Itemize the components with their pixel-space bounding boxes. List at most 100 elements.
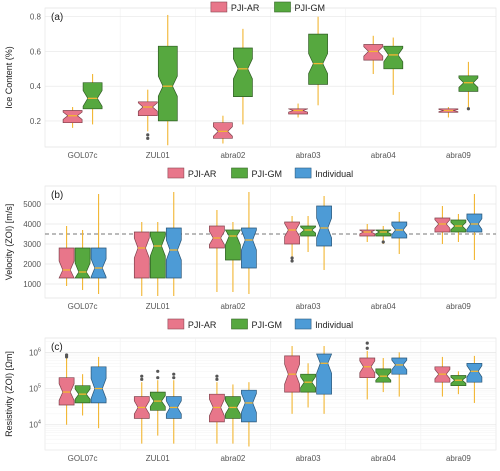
x-tick-label: abra03 <box>296 151 321 160</box>
x-tick-label: abra04 <box>371 302 396 311</box>
x-tick-label: abra09 <box>446 151 471 160</box>
box-pji-ar <box>288 108 308 115</box>
x-tick-label: abra03 <box>296 302 321 311</box>
x-tick-label: abra04 <box>371 454 396 463</box>
x-tick-label: GOL07c <box>68 151 98 160</box>
box-individual <box>241 389 257 423</box>
legend-label: PJI-AR <box>188 320 217 330</box>
box-pji-gm <box>224 229 242 261</box>
x-tick-label: abra04 <box>371 151 396 160</box>
outlier-point <box>290 256 294 260</box>
box-individual <box>391 357 408 375</box>
y-axis-label: Ice Content (%) <box>4 46 14 109</box>
legend-swatch <box>274 1 291 13</box>
box-pji-gm <box>82 82 103 110</box>
legend-swatch <box>231 167 248 179</box>
outlier-point <box>146 136 150 140</box>
legend-label: PJI-AR <box>231 3 260 13</box>
outlier-point <box>156 376 160 380</box>
box-pji-gm <box>383 45 404 70</box>
y-axis-label: Resistivity (ZOI) [Ωm] <box>4 351 14 437</box>
outlier-point <box>140 374 144 378</box>
box-pji-gm <box>233 47 253 97</box>
box-pji-gm <box>458 75 479 92</box>
box-pji-ar <box>209 225 225 249</box>
outlier-point <box>365 346 369 350</box>
y-tick-label: 4000 <box>23 220 41 229</box>
box-pji-gm <box>308 33 328 85</box>
box-pji-gm <box>149 231 166 279</box>
box-pji-ar <box>133 231 150 279</box>
outlier-point <box>381 240 385 244</box>
box-individual <box>466 362 483 383</box>
box-individual <box>466 213 483 233</box>
x-tick-label: abra02 <box>220 454 245 463</box>
outlier-point <box>64 353 69 357</box>
legend-swatch <box>294 318 312 330</box>
y-tick-label: 106 <box>29 347 41 357</box>
legend-swatch <box>167 318 185 330</box>
y-tick-label: 3000 <box>23 240 41 249</box>
y-tick-label: 105 <box>29 384 41 394</box>
y-tick-label: 0.6 <box>30 47 42 56</box>
box-pji-ar <box>359 357 376 379</box>
legend-label: PJI-AR <box>188 169 217 179</box>
panel-label: (b) <box>51 190 63 201</box>
outlier-point <box>466 107 471 111</box>
legend-label: PJI-GM <box>252 320 283 330</box>
outlier-point <box>156 369 160 373</box>
x-tick-label: abra09 <box>446 302 471 311</box>
box-individual <box>90 247 107 279</box>
box-pji-ar <box>62 110 83 124</box>
x-tick-label: ZUL01 <box>146 151 171 160</box>
legend-swatch <box>167 167 185 179</box>
box-pji-ar <box>363 44 384 61</box>
outlier-point <box>172 376 176 380</box>
outlier-point <box>140 377 144 381</box>
box-individual <box>241 227 257 269</box>
y-tick-label: 5000 <box>23 200 41 209</box>
outlier-point <box>365 341 369 345</box>
panel-label: (a) <box>51 12 63 23</box>
legend-label: Individual <box>315 320 353 330</box>
y-axis-label: Velocity (ZOI) [m/s] <box>4 204 14 281</box>
panel-label: (c) <box>51 342 63 353</box>
legend-label: Individual <box>315 169 353 179</box>
x-tick-label: abra09 <box>446 454 471 463</box>
box-individual <box>90 366 107 404</box>
box-pji-ar <box>434 217 451 233</box>
box-pji-gm <box>300 373 316 393</box>
box-individual <box>165 227 182 279</box>
y-tick-label: 104 <box>29 420 41 430</box>
outlier-point <box>215 377 219 381</box>
outlier-point <box>290 259 294 263</box>
box-pji-gm <box>157 45 178 122</box>
x-tick-label: GOL07c <box>68 454 98 463</box>
box-pji-ar <box>137 101 158 117</box>
box-individual <box>316 353 333 395</box>
y-tick-label: 0.8 <box>30 13 42 22</box>
panel-3: 104 105 106 GOL07c ZUL01 abra02 abra03 abra04 ab… <box>4 318 497 463</box>
box-individual <box>316 205 332 247</box>
outlier-point <box>146 133 150 137</box>
y-tick-label: 2000 <box>23 260 41 269</box>
panel-2: 1000 2000 3000 4000 5000 GOL07c ZUL01 abra02 abr… <box>4 167 497 311</box>
box-pji-gm <box>74 247 91 279</box>
box-pji-gm <box>375 229 392 237</box>
box-pji-ar <box>58 377 75 406</box>
box-pji-ar <box>284 221 300 245</box>
box-pji-ar <box>213 122 233 139</box>
box-pji-ar <box>359 229 376 237</box>
x-tick-label: abra02 <box>220 151 245 160</box>
panel-1: 0.2 0.4 0.6 0.8 GOL07c ZUL01 abra02 abra03 abra0… <box>4 1 497 160</box>
y-tick-exponent: 4 <box>38 420 41 426</box>
x-tick-label: abra02 <box>220 302 245 311</box>
outlier-point <box>172 372 176 376</box>
y-tick-label: 0.4 <box>30 82 42 91</box>
legend-label: PJI-GM <box>295 3 326 13</box>
legend-swatch <box>231 318 248 330</box>
x-tick-label: ZUL01 <box>146 302 171 311</box>
y-tick-exponent: 5 <box>38 384 41 390</box>
y-tick-label: 0.2 <box>30 117 42 126</box>
box-pji-ar <box>58 247 75 279</box>
